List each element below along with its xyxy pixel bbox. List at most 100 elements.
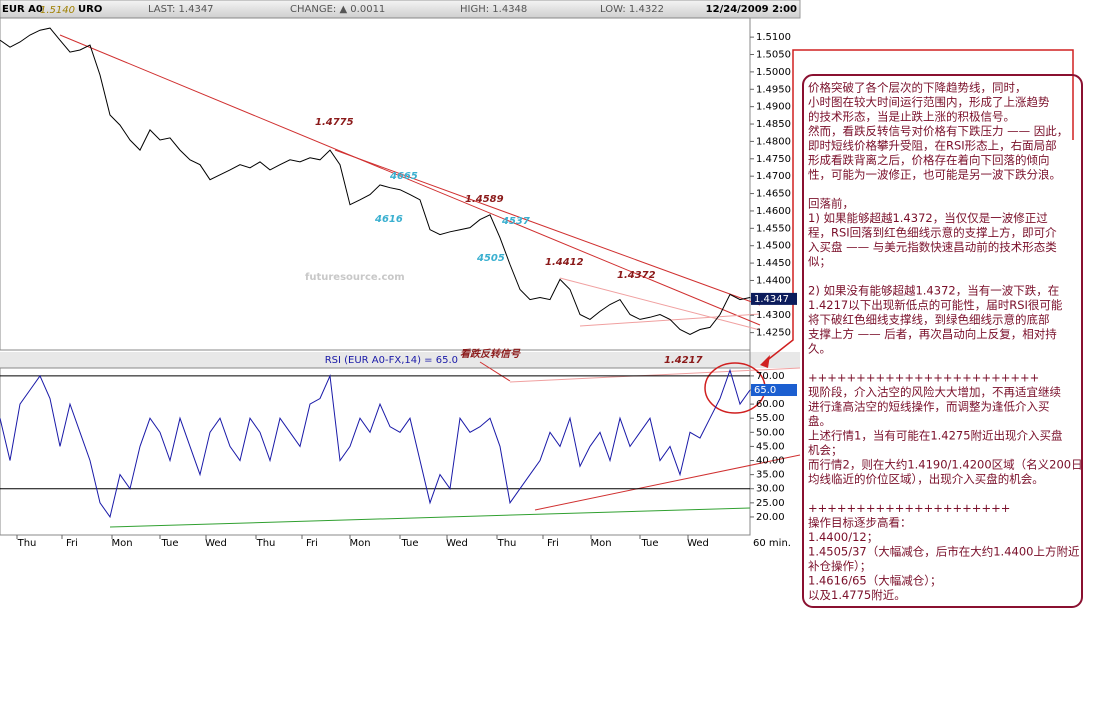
callout-line	[764, 49, 1074, 363]
note-line: 机会；	[808, 443, 843, 457]
y-tick-label: 1.4300	[756, 310, 791, 321]
trend-line	[559, 277, 761, 331]
annotation: 看跌反转信号	[460, 348, 521, 360]
y-tick-label: 1.4800	[756, 136, 791, 147]
note-line: 上述行情1，当有可能在1.4275附近出现介入买盘	[808, 429, 1063, 443]
note-line: 然而，看跌反转信号对价格有下跌压力 —— 因此，	[808, 124, 1068, 138]
y-tick-label: 20.00	[756, 512, 785, 523]
y-tick-label: 1.4850	[756, 119, 791, 130]
arrow	[479, 361, 511, 382]
note-line: 支撑上方 —— 后者，再次昌动向上反复，相对持	[808, 327, 1057, 341]
annotation: 1.4412	[545, 257, 584, 268]
note-line: 久。	[808, 342, 831, 356]
series-line	[0, 27, 751, 335]
y-tick-label: 30.00	[756, 484, 785, 495]
x-tick-label: Tue	[160, 538, 178, 549]
note-line: 小时图在较大时间运行范围内，形成了上涨趋势	[808, 95, 1050, 109]
note-line: 似；	[808, 255, 831, 269]
y-tick-label: 1.4700	[756, 171, 791, 182]
low: LOW: 1.4322	[600, 4, 664, 15]
y-tick-label: 1.4950	[756, 84, 791, 95]
annotation: 1.4589	[465, 194, 504, 205]
x-tick-label: Mon	[590, 538, 611, 549]
note-line: 即时短线价格攀升受阻，在RSI形态上，右面局部	[808, 139, 1057, 153]
last-value-label: 65.0	[754, 385, 776, 396]
price-pane	[0, 17, 751, 351]
x-tick-label: Tue	[400, 538, 418, 549]
y-tick-label: 1.4450	[756, 258, 791, 269]
header-bar	[0, 0, 801, 19]
y-tick-label: 1.4550	[756, 223, 791, 234]
note-line: 1.4400/12；	[808, 530, 878, 544]
note-line: 回落前，	[808, 197, 854, 211]
note-box	[802, 74, 1083, 608]
y-tick-label: 55.00	[756, 413, 785, 424]
rsi-pane	[0, 367, 751, 536]
x-tick-label: Wed	[205, 538, 227, 549]
rsi-title: RSI (EUR A0-FX,14) = 65.0	[325, 355, 458, 366]
note-line: 的技术形态，当是止跌上涨的积极信号。	[808, 110, 1015, 124]
y-tick-label: 25.00	[756, 498, 785, 509]
y-tick-label: 1.4400	[756, 275, 791, 286]
x-tick-label: Tue	[640, 538, 658, 549]
trend-line	[59, 34, 761, 326]
y-tick-label: 45.00	[756, 441, 785, 452]
annotation: 4537	[501, 216, 530, 227]
note-line: 而行情2，则在大约1.4190/1.4200区域（名义200日	[808, 458, 1083, 472]
y-tick-label: 1.5050	[756, 50, 791, 61]
y-tick-label: 1.4900	[756, 102, 791, 113]
x-tick-label: Thu	[17, 538, 37, 549]
note-line: 形成看跌背离之后，价格存在着向下回落的倾向	[808, 153, 1050, 167]
note-line: 均线临近的价位区域），出现介入买盘的机会。	[808, 472, 1044, 486]
y-tick-label: 1.4600	[756, 206, 791, 217]
last-value-box	[751, 384, 797, 397]
note-line: 操作目标逐步高看：	[808, 516, 912, 530]
annotation: 4665	[389, 171, 418, 182]
x-tick-label: Wed	[687, 538, 709, 549]
note-line: 1) 如果能够超越1.4372，当仅仅是一波修正过	[808, 211, 1048, 225]
annotation: 4616	[374, 214, 403, 225]
high: HIGH: 1.4348	[460, 4, 527, 15]
note-line: 1.4616/65（大幅减仓）；	[808, 574, 942, 588]
watermark: futuresource.com	[305, 272, 405, 283]
note-line: 1.4217以下出现新低点的可能性，届时RSI很可能	[808, 298, 1063, 312]
note-line: 程，RSI回落到红色细线示意的支撑上方，即可介	[808, 226, 1057, 240]
note-line: 1.4505/37（大幅减仓，后市在大约1.4400上方附近	[808, 545, 1080, 559]
note-line: +++++++++++++++++++++	[808, 501, 1010, 515]
y-tick-label: 1.4250	[756, 328, 791, 339]
y-tick-label: 70.00	[756, 371, 785, 382]
note-line: 2) 如果没有能够超越1.4372，当有一波下跌，在	[808, 284, 1059, 298]
x-tick-label: Fri	[547, 538, 559, 549]
series-line	[0, 368, 751, 519]
y-tick-label: 40.00	[756, 456, 785, 467]
x-tick-label: Thu	[497, 538, 517, 549]
y-tick-label: 60.00	[756, 399, 785, 410]
overlay-high: 1.5140	[40, 5, 75, 16]
change: CHANGE: ▲ 0.0011	[290, 4, 385, 15]
arrow-head	[760, 355, 770, 368]
rsi-header	[0, 352, 800, 368]
note-line: 价格突破了各个层次的下降趋势线，同时，	[808, 81, 1027, 95]
y-tick-label: 1.5000	[756, 67, 791, 78]
trend-line	[109, 507, 751, 528]
x-tick-label: Wed	[446, 538, 468, 549]
trend-line	[509, 367, 801, 383]
note-line: 盘。	[808, 414, 831, 428]
y-tick-label: 35.00	[756, 470, 785, 481]
last-value-label: 1.4347	[754, 294, 789, 305]
note-line: 性，可能为一波修正，也可能是另一波下跌分浪。	[808, 168, 1061, 182]
datetime: 12/24/2009 2:00	[706, 4, 797, 15]
note-line: 进行逢高沽空的短线操作，而调整为逢低介入买	[808, 400, 1050, 414]
x-tick-label: Fri	[306, 538, 318, 549]
trend-line	[334, 149, 761, 306]
x-tick-label: Thu	[256, 538, 276, 549]
symbol-suffix: URO	[78, 4, 102, 15]
last: LAST: 1.4347	[148, 4, 214, 15]
y-tick-label: 50.00	[756, 427, 785, 438]
note-line: 补仓操作）；	[808, 559, 871, 573]
symbol: EUR A0	[2, 4, 43, 15]
annotation: 1.4217	[664, 355, 703, 366]
y-tick-label: 1.4750	[756, 154, 791, 165]
y-tick-label: 1.4500	[756, 241, 791, 252]
